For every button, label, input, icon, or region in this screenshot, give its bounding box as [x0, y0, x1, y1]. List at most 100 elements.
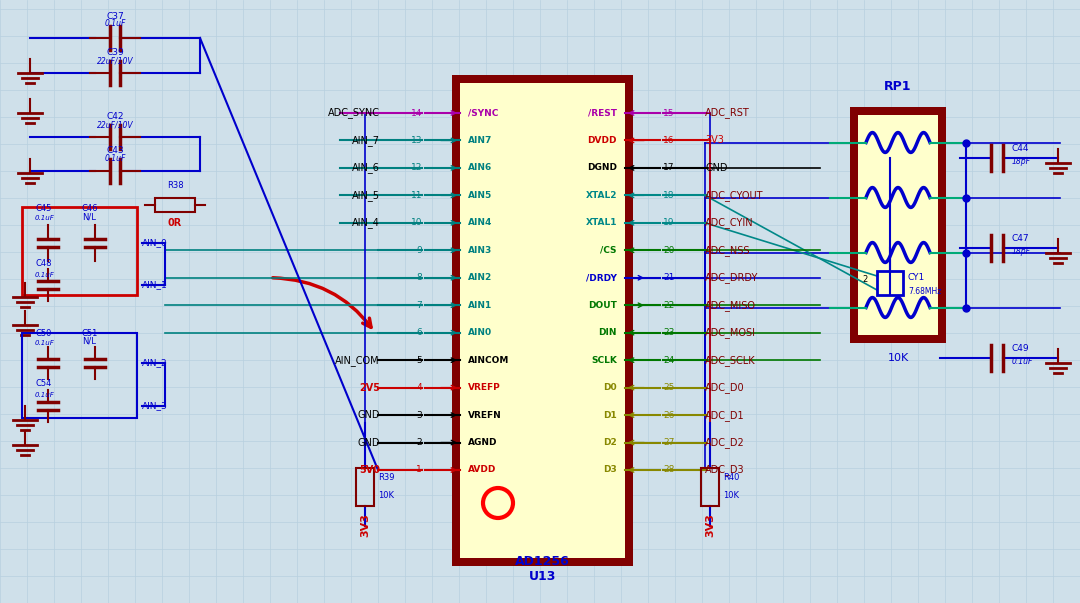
Text: D1: D1: [604, 411, 617, 420]
Text: C42: C42: [106, 112, 124, 121]
Text: C50: C50: [35, 329, 52, 338]
Text: AIN_0: AIN_0: [141, 239, 167, 247]
Text: 23: 23: [663, 328, 674, 337]
Text: R38: R38: [166, 181, 184, 190]
Text: C43: C43: [106, 146, 124, 155]
Text: 0.1uF: 0.1uF: [35, 215, 55, 221]
Text: 27: 27: [663, 438, 674, 447]
Text: 15: 15: [663, 109, 675, 118]
Text: AIN7: AIN7: [468, 136, 492, 145]
Text: ADC_SYNC: ADC_SYNC: [328, 107, 380, 118]
Text: GND: GND: [357, 410, 380, 420]
Text: D2: D2: [604, 438, 617, 447]
Text: 6: 6: [416, 328, 422, 337]
Text: C47: C47: [1012, 234, 1029, 243]
Text: DIN: DIN: [598, 328, 617, 337]
Text: 0.1uF: 0.1uF: [35, 272, 55, 278]
Text: DOUT: DOUT: [589, 301, 617, 310]
Text: 28: 28: [663, 466, 674, 475]
Text: AVDD: AVDD: [468, 466, 497, 475]
Text: 5V0: 5V0: [359, 465, 380, 475]
Text: XTAL2: XTAL2: [585, 191, 617, 200]
Text: 2V5: 2V5: [359, 383, 380, 393]
Text: SCLK: SCLK: [591, 356, 617, 365]
Text: 10K: 10K: [888, 353, 908, 363]
Text: C46: C46: [82, 204, 98, 213]
Text: 7: 7: [416, 301, 422, 310]
Bar: [356, 468, 374, 506]
Text: /DRDY: /DRDY: [586, 273, 617, 282]
Bar: [701, 468, 719, 506]
Text: AIN_COM: AIN_COM: [336, 355, 380, 365]
Text: ADC_D0: ADC_D0: [705, 382, 744, 393]
Text: 3V3: 3V3: [360, 513, 370, 537]
Text: R39: R39: [378, 473, 394, 482]
Text: AIN_7: AIN_7: [352, 135, 380, 146]
Text: 13: 13: [410, 136, 422, 145]
Text: DVDD: DVDD: [588, 136, 617, 145]
Text: ADC_CYIN: ADC_CYIN: [705, 218, 754, 229]
Text: AIN3: AIN3: [468, 246, 492, 255]
Text: 18pF: 18pF: [1012, 157, 1031, 166]
Text: 0.1uF: 0.1uF: [1012, 357, 1034, 366]
Text: AIN_2: AIN_2: [141, 359, 167, 367]
Bar: [858, 115, 939, 335]
Text: N/L: N/L: [82, 212, 96, 221]
Text: AIN_5: AIN_5: [352, 190, 380, 201]
Text: 0.1uF: 0.1uF: [105, 154, 125, 163]
Bar: [453, 75, 633, 566]
Text: 10: 10: [410, 218, 422, 227]
Text: 17: 17: [663, 163, 675, 172]
Text: 16: 16: [663, 136, 675, 145]
Text: ADC_D2: ADC_D2: [705, 437, 745, 448]
Text: AIN_1: AIN_1: [141, 280, 167, 289]
Text: 20: 20: [663, 246, 674, 255]
Text: C48: C48: [35, 259, 52, 268]
Text: R40: R40: [723, 473, 740, 482]
Text: 0.1uF: 0.1uF: [105, 19, 125, 28]
Text: 19: 19: [663, 218, 675, 227]
Text: /CS: /CS: [600, 246, 617, 255]
Bar: [156, 198, 195, 212]
Text: 22uF/10V: 22uF/10V: [97, 120, 133, 129]
Text: C51: C51: [82, 329, 98, 338]
Text: AIN2: AIN2: [468, 273, 492, 282]
Text: D0: D0: [604, 383, 617, 392]
Text: 9: 9: [416, 246, 422, 255]
Text: ADC_DRDY: ADC_DRDY: [705, 273, 758, 283]
Text: VREFN: VREFN: [468, 411, 502, 420]
Text: 8: 8: [416, 273, 422, 282]
Text: 0.1uF: 0.1uF: [35, 340, 55, 346]
Text: ADC_D3: ADC_D3: [705, 464, 744, 475]
Text: AIN1: AIN1: [468, 301, 492, 310]
Text: AIN_6: AIN_6: [352, 162, 380, 174]
Text: 0.1uF: 0.1uF: [35, 392, 55, 398]
Text: AIN6: AIN6: [468, 163, 492, 172]
Bar: [22, 207, 137, 295]
Text: 4: 4: [417, 383, 422, 392]
Text: 22: 22: [663, 301, 674, 310]
Text: 10K: 10K: [378, 491, 394, 500]
Text: 18pF: 18pF: [1012, 247, 1031, 256]
Text: VREFP: VREFP: [468, 383, 501, 392]
Text: 26: 26: [663, 411, 674, 420]
Text: 14: 14: [410, 109, 422, 118]
Text: ADC_D1: ADC_D1: [705, 409, 744, 420]
Text: AINCOM: AINCOM: [468, 356, 510, 365]
Text: 18: 18: [663, 191, 675, 200]
Text: 12: 12: [410, 163, 422, 172]
Text: C37: C37: [106, 12, 124, 21]
Text: C39: C39: [106, 48, 124, 57]
Text: C54: C54: [35, 379, 52, 388]
Text: C45: C45: [35, 204, 52, 213]
Text: 7.68MHz: 7.68MHz: [908, 286, 942, 295]
Text: ADC_CYOUT: ADC_CYOUT: [705, 190, 764, 201]
Text: XTAL1: XTAL1: [585, 218, 617, 227]
Text: 2: 2: [417, 438, 422, 447]
Text: N/L: N/L: [82, 337, 96, 346]
Text: 5: 5: [416, 356, 422, 365]
Text: 11: 11: [410, 191, 422, 200]
Text: ADC_SCLK: ADC_SCLK: [705, 355, 756, 365]
Text: AGND: AGND: [468, 438, 498, 447]
Text: D3: D3: [604, 466, 617, 475]
